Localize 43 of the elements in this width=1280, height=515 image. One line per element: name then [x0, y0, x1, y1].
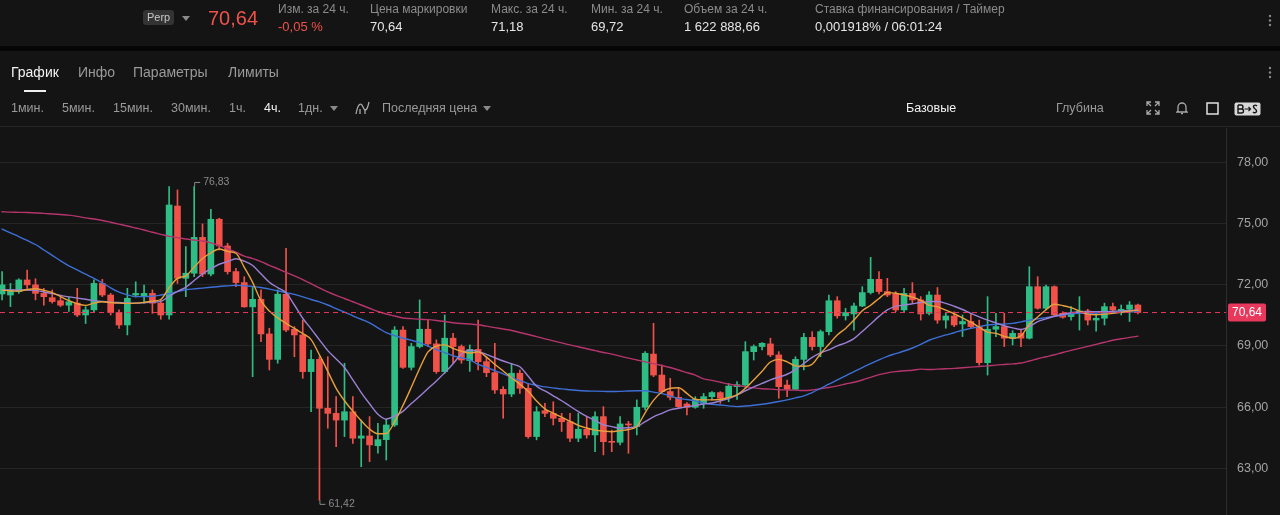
text: График	[11, 64, 59, 81]
y-tick-label: 63,00	[1237, 460, 1269, 475]
text: 5мин.	[62, 101, 95, 116]
text: Глубина	[1056, 101, 1104, 116]
y-tick-label: 72,00	[1237, 277, 1269, 292]
text: 71,18	[491, 19, 524, 35]
y-tick-label: 78,00	[1237, 155, 1269, 170]
text: 0,001918% / 06:01:24	[815, 19, 943, 35]
text: Лимиты	[228, 64, 279, 81]
text: 1дн.	[298, 101, 323, 116]
text: 70,64	[370, 19, 403, 35]
text: Параметры	[133, 64, 208, 81]
text: Ставка финансирования / Таймер	[815, 2, 1005, 17]
text: 1мин.	[11, 101, 44, 116]
text: 70,64	[208, 7, 259, 30]
text: Perp	[143, 10, 175, 25]
text: Базовые	[906, 101, 957, 116]
text: 30мин.	[171, 101, 211, 116]
candlestick	[307, 349, 315, 413]
text: 4ч.	[264, 101, 281, 116]
text: 69,72	[591, 19, 624, 35]
text: Объем за 24 ч.	[684, 2, 768, 17]
candlestick	[357, 419, 365, 468]
text: Последняя цена	[382, 101, 478, 116]
ref-line-label: 70,64	[1232, 305, 1263, 320]
candlestick	[132, 281, 140, 298]
text: Мин. за 24 ч.	[591, 2, 663, 17]
candlestick	[499, 386, 507, 419]
line-series	[1, 228, 1139, 408]
candlestick	[374, 423, 382, 454]
y-tick-label: 66,00	[1237, 399, 1269, 414]
text: -0,05 %	[278, 19, 323, 35]
text: 1 622 888,66	[684, 19, 760, 35]
text: Инфо	[78, 64, 116, 81]
text: Изм. за 24 ч.	[278, 2, 349, 17]
text: Цена маркировки	[370, 2, 468, 17]
y-tick-label: 75,00	[1237, 216, 1269, 231]
y-tick-label: 69,00	[1237, 338, 1269, 353]
text: Макс. за 24 ч.	[491, 2, 568, 17]
annotation: 76,83	[203, 175, 230, 188]
text: 1ч.	[229, 101, 246, 116]
text: 15мин.	[113, 101, 153, 116]
annotation: 61,42	[328, 497, 355, 510]
